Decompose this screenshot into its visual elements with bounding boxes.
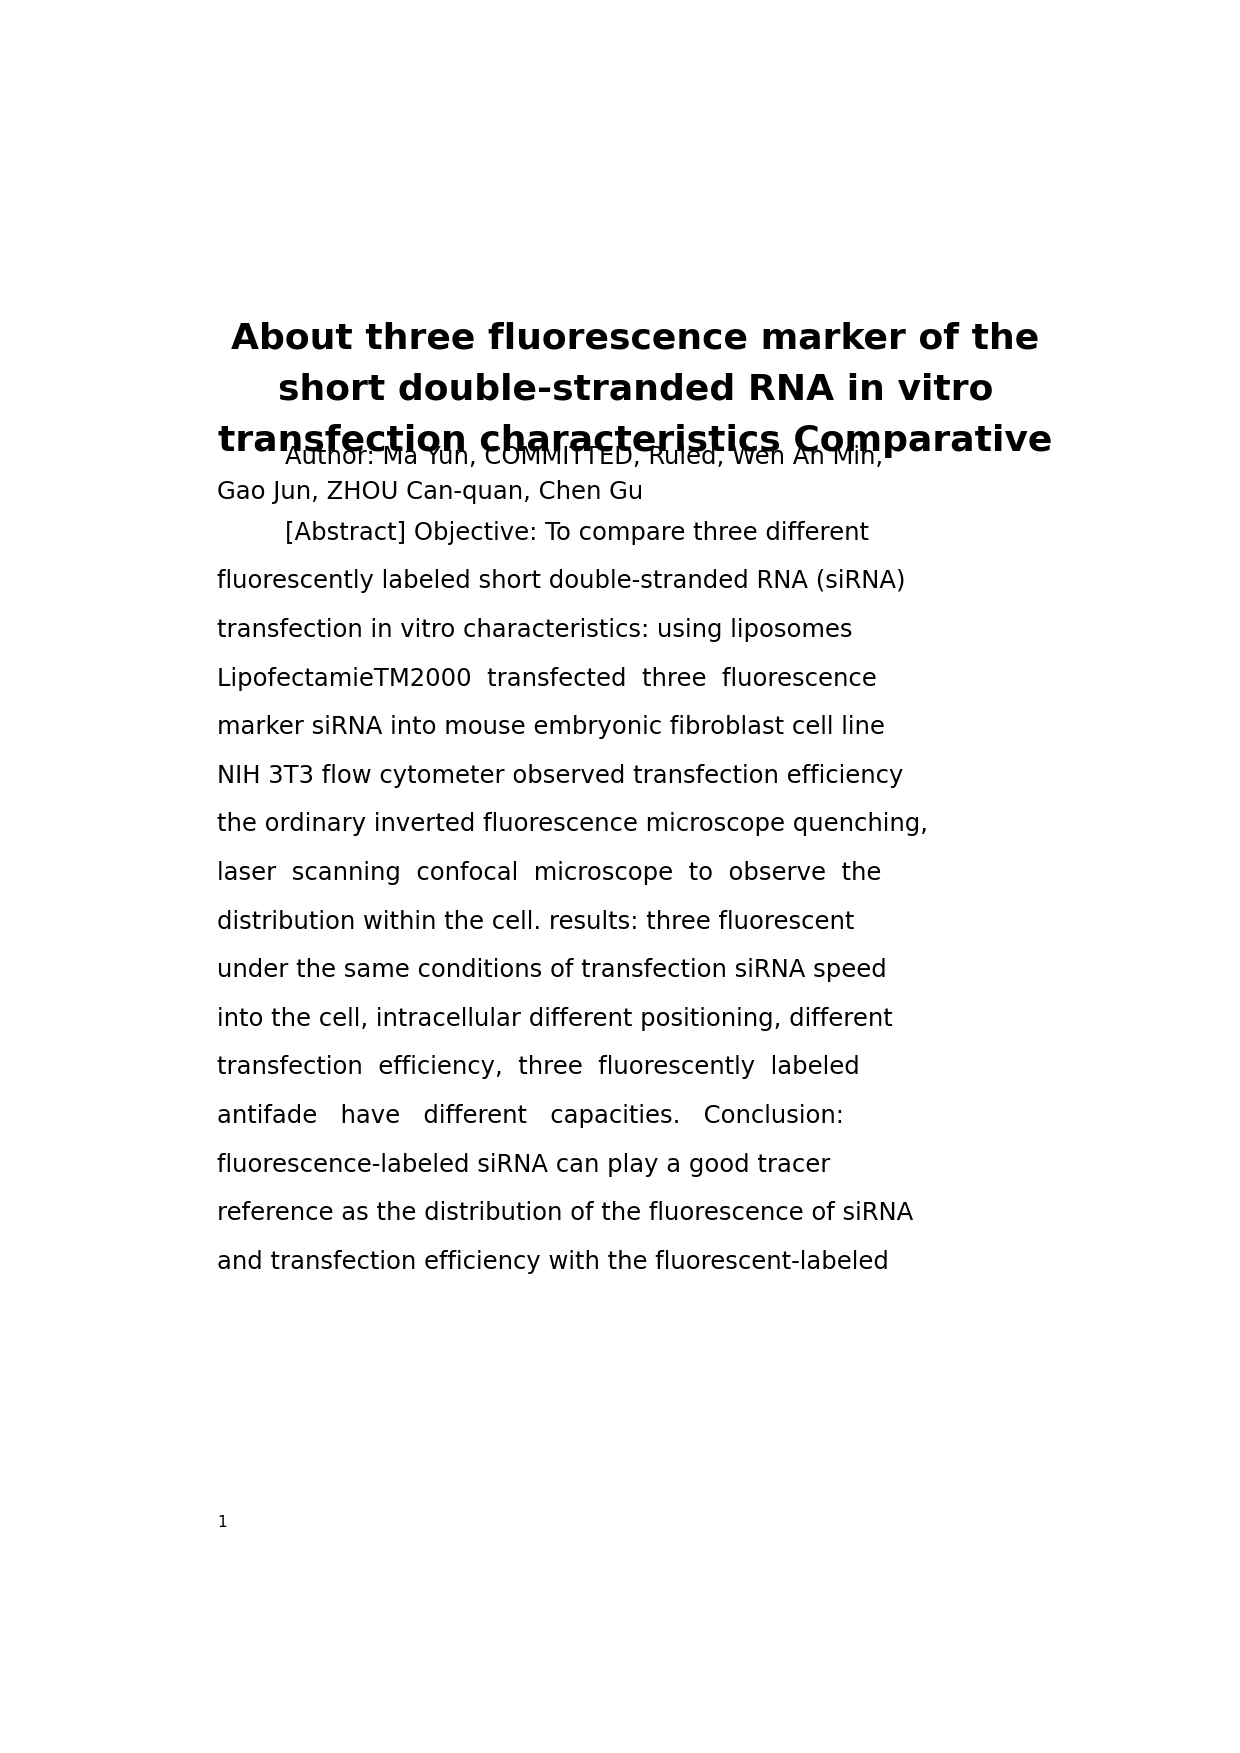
Text: under the same conditions of transfection siRNA speed: under the same conditions of transfectio… bbox=[217, 959, 887, 982]
Text: About three fluorescence marker of the: About three fluorescence marker of the bbox=[232, 321, 1039, 356]
Text: transfection in vitro characteristics: using liposomes: transfection in vitro characteristics: u… bbox=[217, 619, 853, 642]
Text: reference as the distribution of the fluorescence of siRNA: reference as the distribution of the flu… bbox=[217, 1201, 914, 1225]
Text: 1: 1 bbox=[217, 1516, 227, 1530]
Text: antifade   have   different   capacities.   Conclusion:: antifade have different capacities. Conc… bbox=[217, 1104, 844, 1127]
Text: marker siRNA into mouse embryonic fibroblast cell line: marker siRNA into mouse embryonic fibrob… bbox=[217, 715, 885, 740]
Text: into the cell, intracellular different positioning, different: into the cell, intracellular different p… bbox=[217, 1006, 893, 1031]
Text: transfection characteristics Comparative: transfection characteristics Comparative bbox=[218, 424, 1053, 458]
Text: the ordinary inverted fluorescence microscope quenching,: the ordinary inverted fluorescence micro… bbox=[217, 812, 929, 836]
Text: short double-stranded RNA in vitro: short double-stranded RNA in vitro bbox=[278, 372, 993, 407]
Text: [Abstract] Objective: To compare three different: [Abstract] Objective: To compare three d… bbox=[285, 521, 869, 545]
Text: fluorescently labeled short double-stranded RNA (siRNA): fluorescently labeled short double-stran… bbox=[217, 570, 906, 594]
Text: Gao Jun, ZHOU Can-quan, Chen Gu: Gao Jun, ZHOU Can-quan, Chen Gu bbox=[217, 480, 644, 505]
Text: Author: Ma Yun, COMMITTED, Ruled, Wen An Min,: Author: Ma Yun, COMMITTED, Ruled, Wen An… bbox=[285, 445, 883, 470]
Text: distribution within the cell. results: three fluorescent: distribution within the cell. results: t… bbox=[217, 910, 854, 934]
Text: laser  scanning  confocal  microscope  to  observe  the: laser scanning confocal microscope to ob… bbox=[217, 861, 882, 885]
Text: fluorescence-labeled siRNA can play a good tracer: fluorescence-labeled siRNA can play a go… bbox=[217, 1152, 831, 1176]
Text: and transfection efficiency with the fluorescent-labeled: and transfection efficiency with the flu… bbox=[217, 1250, 889, 1274]
Text: NIH 3T3 flow cytometer observed transfection efficiency: NIH 3T3 flow cytometer observed transfec… bbox=[217, 764, 904, 787]
Text: LipofectamieTM2000  transfected  three  fluorescence: LipofectamieTM2000 transfected three flu… bbox=[217, 666, 877, 691]
Text: transfection  efficiency,  three  fluorescently  labeled: transfection efficiency, three fluoresce… bbox=[217, 1055, 861, 1080]
